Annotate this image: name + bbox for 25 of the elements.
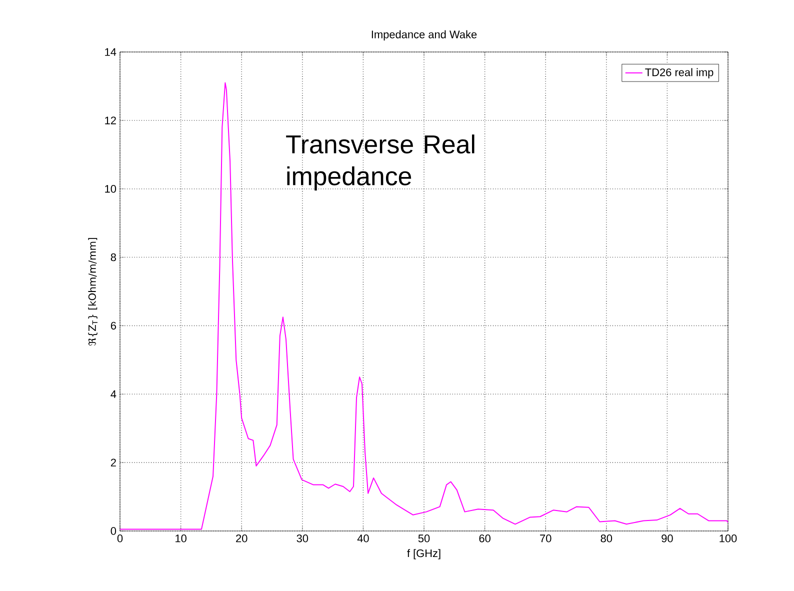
y-tick-label: 8 (110, 253, 116, 262)
y-tick-label: 0 (110, 527, 116, 535)
x-tick-label: 50 (418, 534, 430, 542)
x-tick-label: 80 (600, 534, 612, 542)
legend-label: TD26 real imp (645, 68, 714, 78)
x-tick-label: 0 (117, 534, 123, 542)
y-tick-label: 2 (110, 458, 116, 466)
y-tick-label: 10 (105, 184, 116, 193)
chart-title: Impedance and Wake (372, 30, 477, 40)
x-axis-title: f [GHz] (407, 549, 440, 560)
x-tick-label: 40 (357, 534, 369, 542)
y-axis-title: ℜ{Z$_{T}$} [kOhm/m/mm] (88, 238, 98, 346)
line-series (120, 82, 728, 530)
x-tick-label: 70 (540, 534, 552, 542)
x-tick-label: 10 (176, 534, 186, 542)
y-tick-label: 4 (110, 390, 116, 398)
x-tick-label: 20 (236, 534, 248, 542)
y-tick-label: 14 (105, 48, 116, 56)
x-tick-label: 60 (479, 534, 490, 542)
y-tick-label: 6 (110, 322, 116, 330)
x-tick-label: 100 (720, 534, 737, 542)
annotation: Transverse Real impedance (286, 134, 474, 191)
x-tick-label: 30 (296, 534, 308, 542)
y-tick-label: 12 (105, 116, 116, 124)
x-tick-label: 90 (662, 534, 673, 542)
